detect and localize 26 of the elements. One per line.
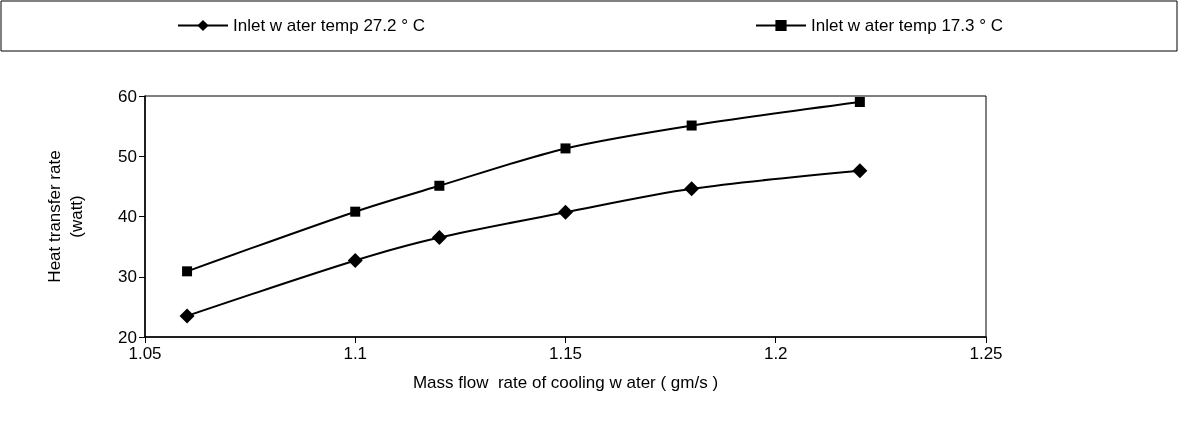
x-tick-label: 1.05 — [128, 344, 162, 363]
y-tick-label: 50 — [118, 146, 137, 166]
x-tick-label: 1.2 — [763, 344, 788, 363]
legend-label: Inlet w ater temp 17.3 ° C — [811, 16, 1003, 35]
x-axis-title: Mass flow rate of cooling w ater ( gm/s ) — [412, 372, 719, 392]
point — [686, 120, 697, 131]
point — [431, 230, 447, 246]
point — [560, 143, 571, 154]
y-tick-label: 60 — [118, 86, 137, 106]
y-tick-label: 30 — [118, 267, 137, 287]
point — [179, 308, 195, 324]
y-axis-title: Heat transfer rate (watt) — [44, 150, 86, 283]
x-tick-label: 1.15 — [548, 344, 583, 363]
point — [558, 204, 573, 220]
y-tick-label: 20 — [118, 327, 137, 347]
point — [684, 181, 700, 197]
point — [854, 97, 865, 108]
point — [434, 180, 445, 191]
point — [350, 206, 361, 217]
x-tick-label: 1.1 — [343, 344, 368, 363]
point — [852, 163, 868, 179]
x-tick-label: 1.25 — [969, 344, 1003, 363]
point — [182, 266, 193, 277]
y-tick-label: 40 — [118, 207, 137, 226]
legend-label: Inlet w ater temp 27.2 ° C — [233, 16, 425, 35]
point — [347, 252, 363, 268]
